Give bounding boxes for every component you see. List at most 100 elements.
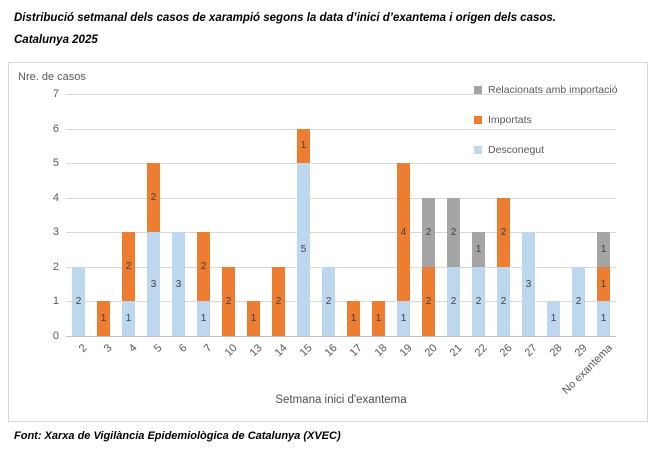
x-tick-label: 29 bbox=[572, 342, 590, 360]
x-tick-label: 4 bbox=[127, 342, 140, 355]
bar-segment-label: 3 bbox=[175, 278, 182, 290]
bar-segment: 5 bbox=[297, 163, 310, 336]
bar-segment: 4 bbox=[397, 163, 410, 302]
y-tick-label: 2 bbox=[52, 260, 59, 273]
bar-segment-label: 2 bbox=[425, 226, 432, 238]
x-tick-label: 5 bbox=[152, 342, 165, 355]
x-tick-label: 27 bbox=[522, 342, 540, 360]
x-tick-label: 16 bbox=[322, 342, 340, 360]
legend-item: Importats bbox=[474, 105, 618, 135]
bar-segment-label: 1 bbox=[100, 313, 107, 325]
x-tick-label: 10 bbox=[222, 342, 240, 360]
bar-segment-label: 2 bbox=[275, 295, 282, 307]
bar-segment: 1 bbox=[97, 301, 110, 336]
bar-segment-label: 2 bbox=[225, 295, 232, 307]
x-tick-label: 28 bbox=[547, 342, 565, 360]
x-tick-label: 19 bbox=[397, 342, 415, 360]
bar-segment-label: 1 bbox=[600, 244, 607, 256]
x-tick-label: 22 bbox=[472, 342, 490, 360]
bar-segment: 1 bbox=[597, 266, 610, 302]
bar-segment-label: 2 bbox=[125, 261, 132, 273]
bar-segment-label: 1 bbox=[475, 244, 482, 256]
bar-segment-label: 2 bbox=[575, 295, 582, 307]
bar-segment-label: 2 bbox=[150, 192, 157, 204]
gridline bbox=[66, 266, 616, 268]
bar-segment: 2 bbox=[222, 266, 235, 336]
x-tick-label: 15 bbox=[297, 342, 315, 360]
bar-segment: 1 bbox=[372, 301, 385, 336]
bar-segment-label: 2 bbox=[75, 295, 82, 307]
bar-segment-label: 1 bbox=[600, 313, 607, 325]
bar-segment-label: 2 bbox=[450, 226, 457, 238]
bar-segment: 2 bbox=[197, 232, 210, 302]
y-tick-label: 7 bbox=[52, 88, 59, 100]
x-tick-label: 26 bbox=[497, 342, 515, 360]
legend-item: Desconegut bbox=[474, 135, 618, 165]
y-tick-label: 4 bbox=[52, 191, 59, 204]
legend-swatch-icon bbox=[474, 146, 482, 154]
bar-segment-label: 1 bbox=[350, 313, 357, 325]
x-tick-label: 13 bbox=[247, 342, 265, 360]
source-note: Font: Xarxa de Vigilància Epidemiològica… bbox=[14, 430, 341, 442]
bar-segment-label: 2 bbox=[325, 295, 332, 307]
y-tick-label: 3 bbox=[52, 226, 59, 239]
bar-segment-label: 2 bbox=[500, 226, 507, 238]
gridline bbox=[66, 232, 616, 234]
bar-segment: 2 bbox=[422, 197, 435, 267]
bar-segment: 2 bbox=[122, 232, 135, 302]
chart-frame: Nre. de casos 0 1 2 3 4 5 6 7 2 2 1 3 1 2 4 3 2 5 3 6 1 2 7 2 10… bbox=[8, 62, 648, 422]
bar-segment: 1 bbox=[197, 301, 210, 336]
chart-title-line2: Catalunya 2025 bbox=[14, 34, 98, 46]
legend-label: Importats bbox=[488, 114, 532, 126]
bar-segment-label: 2 bbox=[500, 295, 507, 307]
chart-title: Distribució setmanal dels casos de xaram… bbox=[14, 7, 654, 51]
legend-swatch-icon bbox=[474, 86, 482, 94]
bar-segment: 2 bbox=[147, 163, 160, 233]
bar-segment-label: 1 bbox=[125, 313, 132, 325]
legend-item: Relacionats amb importació bbox=[474, 75, 618, 105]
bar-segment: 1 bbox=[397, 301, 410, 336]
bar-segment: 3 bbox=[522, 232, 535, 336]
x-tick-label: 21 bbox=[447, 342, 465, 360]
bar-segment-label: 1 bbox=[200, 313, 207, 325]
x-tick-label: 17 bbox=[347, 342, 365, 360]
y-tick-label: 6 bbox=[52, 122, 59, 135]
gridline bbox=[66, 163, 616, 165]
legend-swatch-icon bbox=[474, 116, 482, 124]
bar-segment: 1 bbox=[247, 301, 260, 336]
bar-segment: 2 bbox=[447, 266, 460, 336]
bar-segment-label: 3 bbox=[150, 278, 157, 290]
legend-label: Desconegut bbox=[488, 144, 545, 156]
bar-segment: 2 bbox=[497, 266, 510, 336]
bar-segment-label: 3 bbox=[525, 278, 532, 290]
bar-segment: 1 bbox=[347, 301, 360, 336]
y-tick-label: 1 bbox=[52, 295, 59, 308]
x-tick-label: 7 bbox=[202, 342, 215, 355]
gridline bbox=[66, 301, 616, 303]
bar-segment-label: 1 bbox=[550, 313, 557, 325]
bar-segment: 1 bbox=[547, 301, 560, 336]
x-axis-line bbox=[66, 336, 616, 337]
x-tick-label: 20 bbox=[422, 342, 440, 360]
bar-segment: 2 bbox=[72, 266, 85, 336]
bar-segment-label: 2 bbox=[200, 261, 207, 273]
bar-segment-label: 1 bbox=[375, 313, 382, 325]
gridline bbox=[66, 94, 616, 95]
x-tick-label: 2 bbox=[77, 342, 90, 355]
bar-segment-label: 4 bbox=[400, 226, 407, 238]
bar-segment: 2 bbox=[497, 197, 510, 267]
bar-segment: 2 bbox=[447, 197, 460, 267]
x-tick-label: 18 bbox=[372, 342, 390, 360]
chart-title-line1: Distribució setmanal dels casos de xaram… bbox=[14, 12, 556, 24]
bar-segment: 2 bbox=[572, 266, 585, 336]
bar-segment-label: 2 bbox=[425, 295, 432, 307]
bar-segment: 1 bbox=[297, 128, 310, 164]
x-tick-label: 6 bbox=[177, 342, 190, 355]
x-tick-label: 3 bbox=[102, 342, 115, 355]
bar-segment: 2 bbox=[422, 266, 435, 336]
bar-segment-label: 1 bbox=[300, 140, 307, 152]
bar-segment-label: 2 bbox=[475, 295, 482, 307]
bar-segment-label: 1 bbox=[250, 313, 257, 325]
x-axis-title: Setmana inici d'exantema bbox=[275, 394, 407, 406]
